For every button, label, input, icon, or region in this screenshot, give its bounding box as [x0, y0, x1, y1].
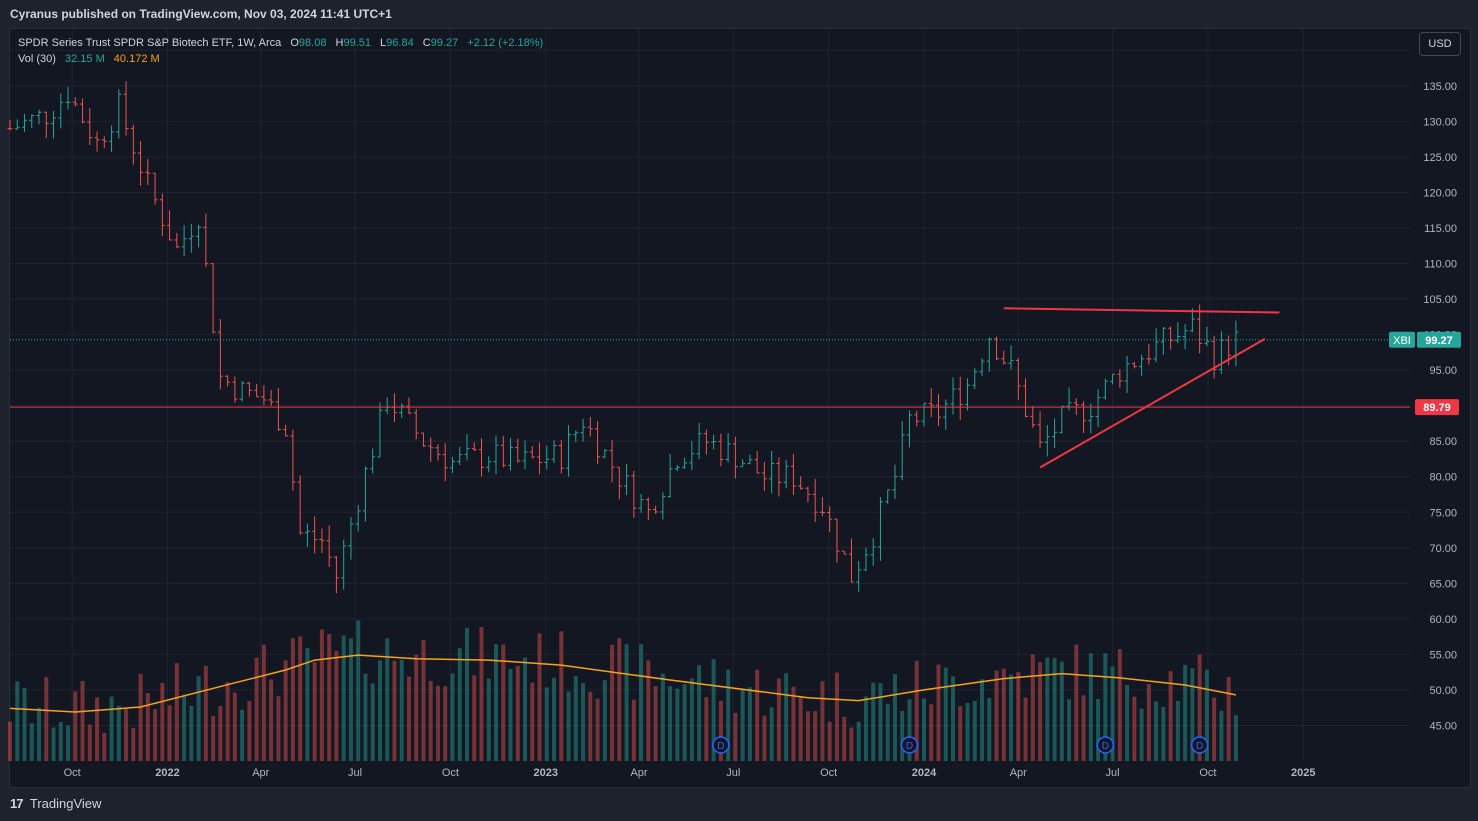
- open-key: O: [290, 37, 299, 49]
- currency-button[interactable]: USD: [1419, 32, 1461, 56]
- dividend-marker[interactable]: [712, 736, 730, 754]
- x-axis-tick-label: 2025: [1291, 767, 1315, 779]
- symbol-badge-label: XBI: [1393, 335, 1411, 347]
- volume-ma-line: [9, 654, 1237, 713]
- resistance-trend-line[interactable]: [1003, 307, 1280, 314]
- line-price-label: 89.79: [1423, 402, 1451, 414]
- chart-legend: SPDR Series Trust SPDR S&P Biotech ETF, …: [18, 35, 543, 67]
- dividend-marker-label: D: [1102, 741, 1109, 752]
- dividend-marker[interactable]: [900, 736, 919, 754]
- x-axis-tick-label: Apr: [1010, 767, 1027, 779]
- close-value: 99.27: [430, 37, 459, 49]
- chart-panel[interactable]: [9, 28, 1471, 788]
- ohlc-legend-row: SPDR Series Trust SPDR S&P Biotech ETF, …: [18, 35, 543, 51]
- x-axis-tick-label: Apr: [252, 767, 269, 779]
- x-axis-tick-label: 2023: [534, 767, 558, 779]
- y-axis-tick-label: 80.00: [1429, 472, 1457, 484]
- y-axis-tick-label: 55.00: [1429, 649, 1457, 661]
- dividend-marker-label: D: [906, 741, 913, 752]
- dividend-marker[interactable]: [1096, 736, 1115, 754]
- x-axis-tick-label: 2022: [155, 767, 179, 779]
- dividend-marker-label: D: [1196, 741, 1203, 752]
- y-axis-tick-label: 105.00: [1423, 294, 1457, 306]
- y-axis-tick-label: 130.00: [1423, 116, 1457, 128]
- x-axis-tick-label: Jul: [726, 767, 740, 779]
- rising-trend-line[interactable]: [1039, 337, 1266, 469]
- change-value: +2.12 (+2.18%): [467, 37, 544, 49]
- close-key: C: [422, 37, 431, 49]
- y-axis-tick-label: 75.00: [1429, 507, 1457, 519]
- y-axis-tick-label: 120.00: [1423, 187, 1457, 199]
- y-axis-tick-label: 65.00: [1429, 578, 1457, 590]
- y-axis-tick-label: 110.00: [1424, 259, 1457, 271]
- y-axis-tick-label: 60.00: [1429, 614, 1457, 626]
- tradingview-logo-icon[interactable]: 17: [10, 796, 24, 811]
- open-value: 98.08: [298, 37, 327, 49]
- symbol-badge: [1389, 331, 1415, 348]
- x-axis-tick-label: Oct: [1199, 767, 1216, 779]
- volume-value: 32.15 M: [64, 53, 105, 65]
- line-price-badge: [1415, 399, 1459, 416]
- publisher-header: Cyranus published on TradingView.com, No…: [10, 7, 392, 21]
- y-axis-tick-label: 115.00: [1424, 223, 1457, 235]
- y-axis-tick-label: 85.00: [1429, 436, 1457, 448]
- x-axis-tick-label: Apr: [630, 767, 647, 779]
- x-axis-tick-label: Oct: [442, 767, 459, 779]
- y-axis-tick-label: 125.00: [1423, 152, 1457, 164]
- low-key: L: [380, 37, 387, 49]
- volume-legend-row: Vol (30) 32.15 M 40.172 M: [18, 51, 543, 67]
- footer: 17 TradingView: [0, 790, 1478, 821]
- y-axis-tick-label: 95.00: [1429, 365, 1457, 377]
- x-axis-tick-label: Jul: [348, 767, 362, 779]
- last-price-label: 99.27: [1425, 335, 1453, 347]
- y-axis-tick-label: 135.00: [1423, 81, 1457, 93]
- last-price-badge: [1417, 331, 1461, 348]
- symbol-description[interactable]: SPDR Series Trust SPDR S&P Biotech ETF, …: [18, 37, 282, 49]
- y-axis-tick-label: 45.00: [1429, 720, 1457, 732]
- dividend-marker-label: D: [717, 741, 724, 752]
- x-axis-tick-label: Oct: [64, 767, 81, 779]
- x-axis-tick-label: Jul: [1106, 767, 1120, 779]
- x-axis-tick-label: Oct: [820, 767, 837, 779]
- footer-brand[interactable]: TradingView: [29, 796, 102, 811]
- x-axis-tick-label: 2024: [912, 767, 937, 779]
- high-value: 99.51: [343, 37, 371, 49]
- volume-label[interactable]: Vol (30): [18, 53, 56, 65]
- dividend-marker[interactable]: [1190, 736, 1209, 754]
- volume-ma-value: 40.172 M: [113, 53, 160, 65]
- low-value: 96.84: [386, 37, 414, 49]
- high-key: H: [335, 37, 344, 49]
- y-axis-tick-label: 50.00: [1429, 685, 1457, 697]
- y-axis-tick-label: 70.00: [1429, 543, 1457, 555]
